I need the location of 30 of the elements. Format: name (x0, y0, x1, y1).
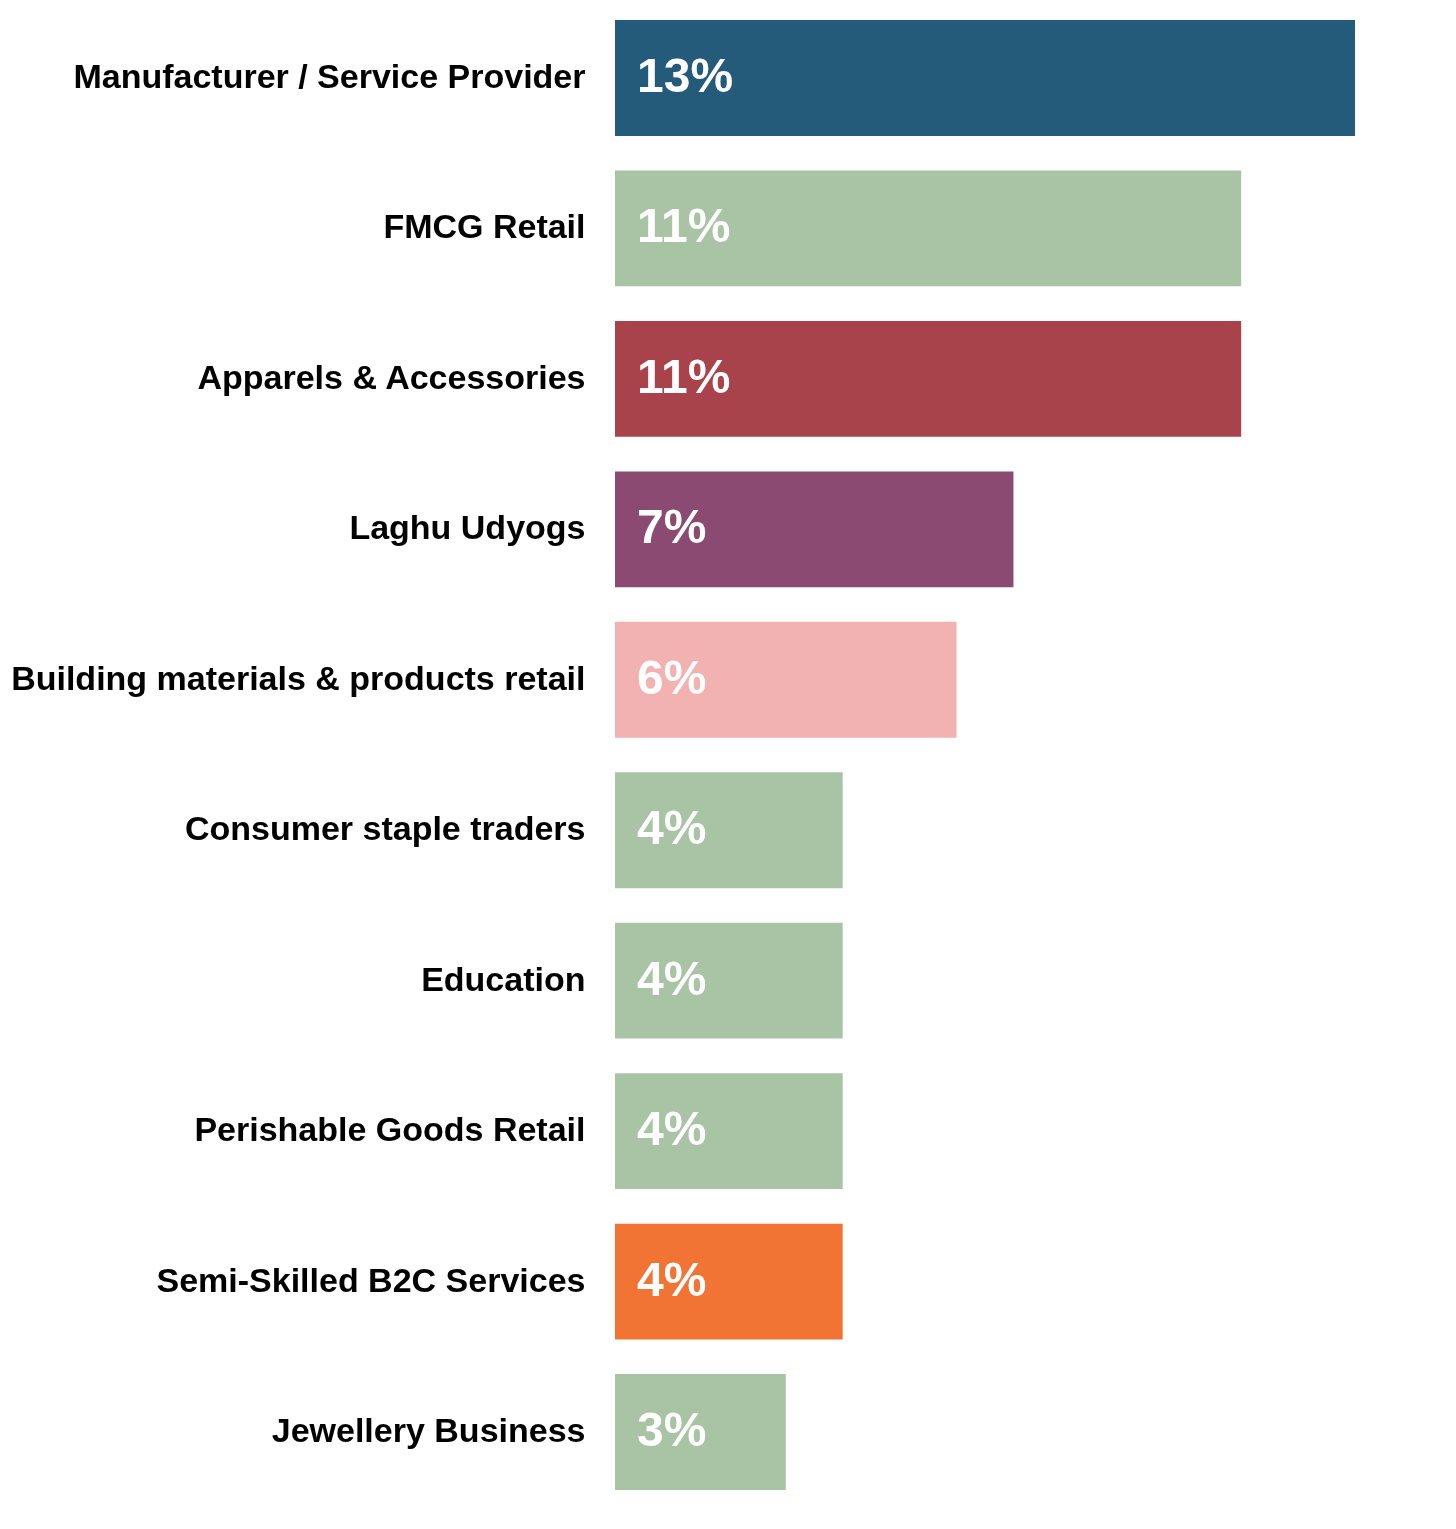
bar (615, 1374, 786, 1490)
data-label: 13% (637, 48, 734, 102)
bar (615, 471, 1014, 588)
y-tick-label: Manufacturer / Service Provider (73, 56, 586, 95)
data-label: 11% (637, 199, 731, 253)
data-label: 4% (637, 951, 707, 1005)
bar (615, 20, 1355, 136)
data-label: 7% (637, 500, 707, 554)
bar (615, 922, 843, 1039)
bar (615, 621, 957, 738)
y-tick-label: Semi-Skilled B2C Services (156, 1260, 586, 1299)
y-tick-label: Consumer staple traders (184, 809, 586, 848)
y-tick-label: Perishable Goods Retail (194, 1110, 586, 1149)
data-label: 11% (637, 349, 731, 403)
y-tick-label: Education (421, 959, 586, 998)
bar (615, 170, 1242, 287)
bar (615, 1223, 843, 1340)
y-tick-label: Jewellery Business (271, 1411, 586, 1450)
bar (615, 1073, 843, 1190)
y-tick-label: Building materials & products retail (11, 658, 586, 697)
data-label: 4% (637, 1102, 707, 1156)
data-label: 4% (637, 1252, 707, 1306)
bar (615, 320, 1242, 437)
bar (615, 772, 843, 889)
y-tick-label: Laghu Udyogs (349, 508, 586, 547)
data-label: 3% (637, 1403, 707, 1457)
data-label: 4% (637, 801, 707, 855)
y-tick-label: Apparels & Accessories (197, 357, 586, 396)
data-label: 6% (637, 650, 707, 704)
y-tick-label: FMCG Retail (383, 207, 586, 246)
